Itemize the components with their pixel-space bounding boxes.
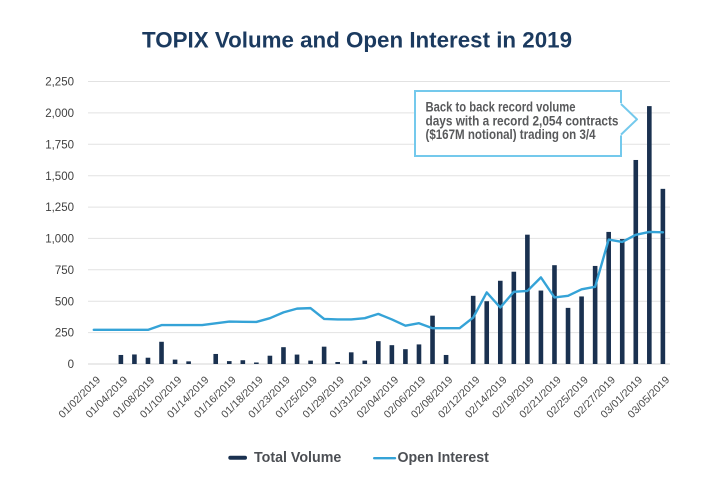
svg-text:250: 250 — [55, 328, 74, 340]
svg-text:days with a record 2,054 contr: days with a record 2,054 contracts — [426, 113, 619, 129]
svg-text:TOPIX Volume and Open Interest: TOPIX Volume and Open Interest in 2019 — [142, 28, 572, 53]
svg-text:1,250: 1,250 — [45, 202, 74, 214]
svg-text:Total Volume: Total Volume — [254, 450, 341, 466]
svg-text:Back to back record volume: Back to back record volume — [426, 99, 576, 115]
svg-text:2,250: 2,250 — [45, 77, 74, 89]
svg-text:($167M notional) trading on 3/: ($167M notional) trading on 3/4 — [426, 126, 596, 142]
svg-text:0: 0 — [68, 359, 74, 371]
svg-text:1,750: 1,750 — [45, 139, 74, 151]
svg-text:1,500: 1,500 — [45, 171, 74, 183]
svg-text:1,000: 1,000 — [45, 234, 74, 246]
svg-text:750: 750 — [55, 265, 74, 277]
svg-text:2,000: 2,000 — [45, 108, 74, 120]
svg-text:500: 500 — [55, 296, 74, 308]
svg-text:Open Interest: Open Interest — [398, 450, 489, 466]
